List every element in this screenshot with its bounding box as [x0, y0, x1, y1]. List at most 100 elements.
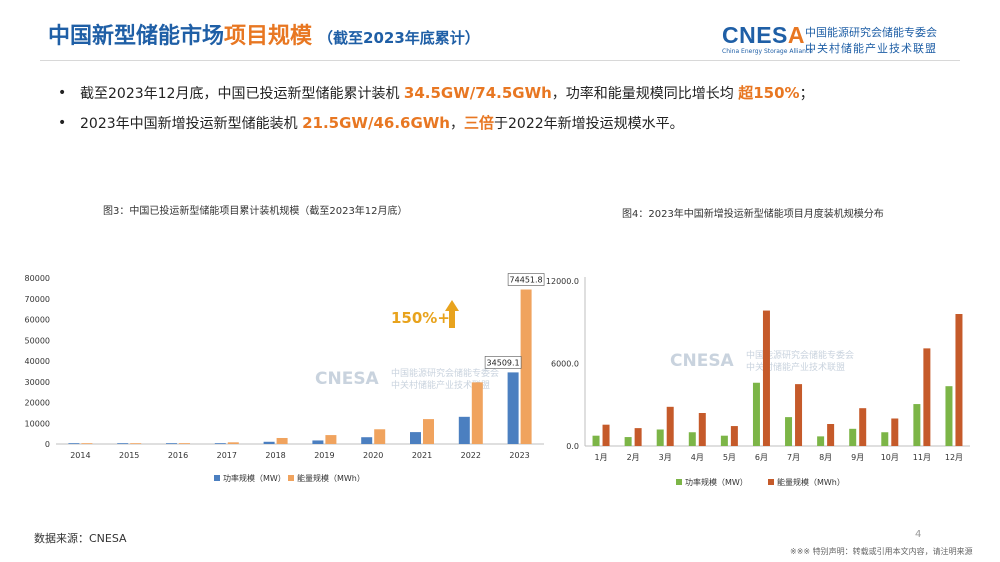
y-tick-label: 0 — [45, 440, 50, 449]
page-title-main: 中国新型储能市场 — [48, 24, 225, 49]
legend-label: 能量规模（MWh） — [777, 477, 845, 487]
y-tick-label: 30000 — [25, 378, 50, 387]
bar-power-2018 — [263, 441, 275, 444]
x-tick-label: 2020 — [363, 451, 383, 460]
bar-power-2015 — [117, 443, 129, 444]
x-tick-label: 2018 — [265, 451, 285, 460]
bar-power-2017 — [214, 443, 226, 444]
y-tick-label: 0.0 — [566, 442, 579, 451]
data-source: 数据来源：CNESA — [34, 532, 127, 545]
x-tick-label: 6月 — [755, 453, 768, 462]
bar-energy-2015 — [130, 443, 142, 444]
bar-energy-2021 — [423, 419, 434, 444]
y-tick-label: 50000 — [25, 336, 50, 345]
summary-bullets: • 截至2023年12月底，中国已投运新型储能累计装机 34.5GW/74.5G… — [58, 84, 958, 144]
page-title: 中国新型储能市场项目规模 （截至2023年底累计） — [48, 18, 480, 50]
bar-energy-2020 — [374, 429, 386, 444]
x-tick-label: 2017 — [217, 451, 237, 460]
page-title-sub: （截至2023年底累计） — [318, 29, 480, 47]
bar-power-7月 — [785, 417, 793, 446]
x-tick-label: 5月 — [723, 453, 736, 462]
x-tick-label: 12月 — [945, 453, 963, 462]
bar-energy-8月 — [827, 424, 835, 446]
x-tick-label: 2019 — [314, 451, 334, 460]
bar-energy-7月 — [795, 384, 803, 446]
bar-energy-3月 — [666, 406, 674, 446]
bar-power-3月 — [656, 429, 664, 446]
bar-power-11月 — [913, 404, 921, 446]
bar-energy-11月 — [923, 348, 931, 446]
data-label-box — [484, 356, 522, 369]
legend-label: 能量规模（MWh） — [297, 473, 365, 483]
bar-power-2016 — [166, 443, 177, 444]
watermark-logo: CNESA — [315, 369, 380, 389]
bar-power-5月 — [720, 435, 728, 446]
bar-energy-10月 — [891, 418, 899, 446]
watermark-logo: CNESA — [670, 351, 735, 371]
logo-english-name: China Energy Storage Alliance — [722, 48, 813, 55]
bar-power-2014 — [68, 443, 80, 444]
legend-swatch — [288, 475, 294, 481]
x-tick-label: 2023 — [509, 451, 529, 460]
legend-swatch — [676, 479, 682, 485]
bar-power-1月 — [592, 435, 600, 446]
legend-swatch — [214, 475, 220, 481]
y-tick-label: 80000 — [25, 274, 50, 283]
bar-energy-1月 — [602, 424, 610, 446]
highlight-value: 超150% — [738, 84, 800, 102]
x-tick-label: 2014 — [70, 451, 90, 460]
bar-energy-2016 — [179, 443, 190, 444]
y-tick-label: 20000 — [25, 399, 50, 408]
bar-energy-2017 — [227, 442, 239, 444]
x-tick-label: 2021 — [412, 451, 432, 460]
page-number: 4 — [915, 529, 922, 540]
x-tick-label: 8月 — [819, 453, 832, 462]
x-tick-label: 4月 — [691, 453, 704, 462]
legend-label: 功率规模（MW） — [685, 477, 748, 487]
bar-power-2月 — [624, 437, 632, 446]
y-tick-label: 12000.0 — [546, 277, 579, 286]
bullet-dot: • — [58, 85, 67, 101]
bullet-dot: • — [58, 115, 67, 131]
x-tick-label: 2016 — [168, 451, 188, 460]
logo-chinese-name-2: 中关村储能产业技术联盟 — [805, 42, 937, 55]
bar-energy-2019 — [325, 435, 337, 444]
y-tick-label: 70000 — [25, 295, 50, 304]
x-tick-label: 11月 — [913, 453, 931, 462]
bar-power-9月 — [849, 428, 857, 446]
bar-power-10月 — [881, 432, 889, 446]
bullet-item-1: • 截至2023年12月底，中国已投运新型储能累计装机 34.5GW/74.5G… — [58, 84, 814, 102]
chart2-title: 图4：2023年中国新增投运新型储能项目月度装机规模分布 — [622, 209, 884, 220]
bar-energy-6月 — [762, 310, 770, 446]
bar-power-6月 — [752, 382, 760, 446]
legend-swatch — [768, 479, 774, 485]
bar-energy-2月 — [634, 428, 642, 446]
y-tick-label: 6000.0 — [551, 360, 579, 369]
watermark-logo: 中国能源研究会储能专委会 — [746, 349, 854, 361]
bar-power-12月 — [945, 386, 953, 446]
data-label: 34509.1 — [487, 358, 520, 367]
bar-power-2021 — [410, 432, 421, 444]
legend-label: 功率规模（MW） — [223, 473, 286, 483]
bar-energy-2018 — [276, 437, 288, 444]
arrow-up-icon — [445, 300, 459, 328]
bar-power-4月 — [688, 432, 696, 446]
x-tick-label: 9月 — [851, 453, 864, 462]
y-tick-label: 60000 — [25, 316, 50, 325]
bar-power-2020 — [361, 437, 373, 444]
bar-energy-5月 — [730, 426, 738, 446]
logo-mark: CNESA — [722, 22, 806, 48]
bar-energy-9月 — [859, 408, 867, 446]
logo-chinese-name-1: 中国能源研究会储能专委会 — [805, 26, 937, 39]
bar-power-2022 — [458, 416, 470, 444]
watermark-logo: 中关村储能产业技术联盟 — [746, 361, 845, 373]
x-tick-label: 2月 — [627, 453, 640, 462]
growth-annotation: 150%+ — [391, 309, 450, 327]
highlight-value: 三倍 — [463, 114, 494, 132]
x-tick-label: 2022 — [461, 451, 481, 460]
x-tick-label: 7月 — [787, 453, 800, 462]
data-label: 74451.8 — [510, 276, 543, 285]
x-tick-label: 10月 — [881, 453, 899, 462]
bullet-item-2: • 2023年中国新增投运新型储能装机 21.5GW/46.6GWh，三倍于20… — [58, 114, 684, 132]
data-label-box — [507, 273, 545, 286]
